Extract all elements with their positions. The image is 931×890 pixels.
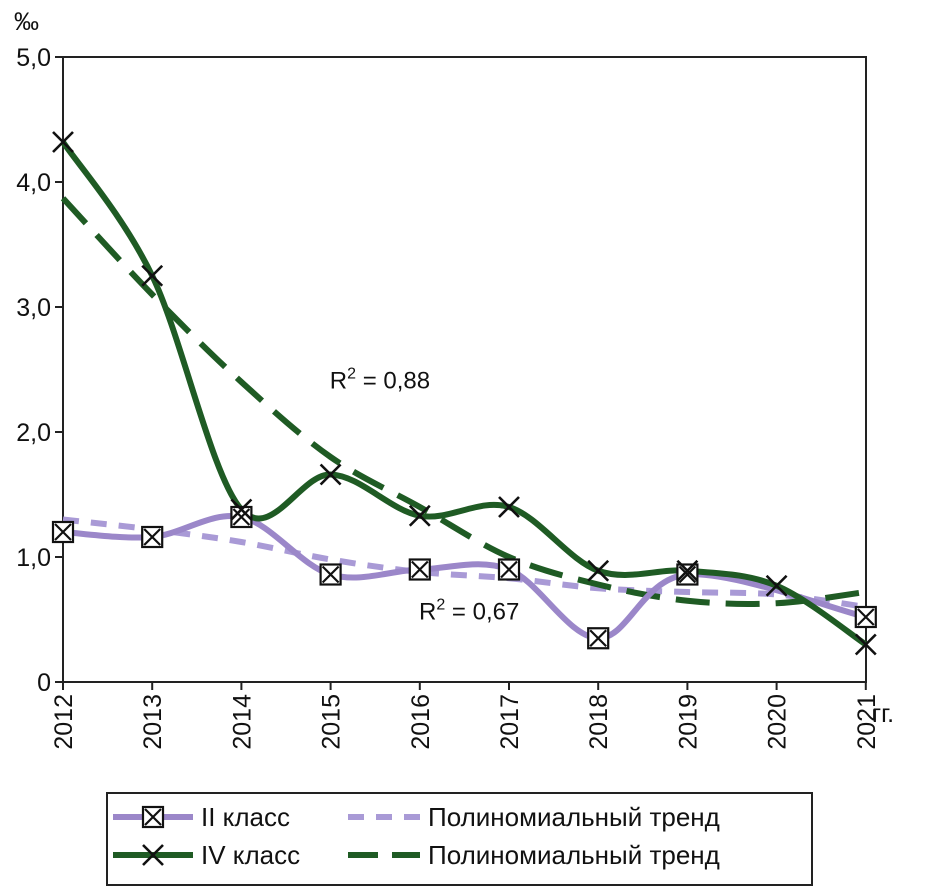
x-tick-label: 2021 [853,694,881,750]
x-tick-label: 2015 [318,694,346,750]
x-tick-label: 2019 [674,694,702,750]
legend-marker [142,844,164,866]
data-point-s2-2012 [52,131,74,153]
legend: II класс IV класс Полиномиальный тренд Поли… [106,792,813,886]
x-tick-label: 2018 [585,694,613,750]
plot-frame [62,56,867,683]
x-tick-label: 2013 [139,694,167,750]
y-tick-label: 2,0 [16,419,51,447]
data-point-s1-2018 [587,627,610,650]
trend-line-1 [62,516,867,610]
x-axis-unit-label: гг. [872,700,894,728]
legend-label: Полиномиальный тренд [428,802,720,832]
data-point-s1-2014 [230,505,253,529]
data-point-s1-2013 [141,525,164,549]
data-point-s2-2014 [230,498,253,521]
legend-item-4: Полиномиальный тренд [348,840,720,870]
legend-marker [141,805,165,829]
x-tick-label: 2020 [764,694,792,750]
data-point-s2-2016 [408,504,431,527]
series-lines [60,140,868,648]
data-point-s1-2021 [854,605,877,629]
y-axis: 0 1,0 2,0 3,0 4,0 5,0 [16,44,63,697]
data-point-s2-2013 [141,264,164,287]
x-tick-label: 2012 [50,694,78,750]
data-point-s2-2018 [587,559,610,582]
data-point-s2-2015 [319,463,342,486]
y-tick-label: 0 [37,669,51,697]
x-tick-label: 2014 [228,694,256,750]
legend-item-2: IV класс [113,840,300,870]
legend-label: Полиномиальный тренд [428,840,720,870]
data-point-s1-2012 [51,520,75,544]
legend-item-3: Полиномиальный тренд [348,802,720,832]
x-tick-label: 2016 [407,694,435,750]
x-tick-label: 2017 [496,694,524,750]
series-line-2 [60,140,868,648]
legend-label: IV класс [201,840,300,870]
y-tick-label: 1,0 [16,544,51,572]
r-squared-label-2: R2 = 0,67 [419,597,519,626]
trend-lines [60,196,867,610]
r-squared-label-1: R2 = 0,88 [330,365,430,394]
data-point-s1-2016 [408,558,431,581]
legend-item-1: II класс [113,802,290,832]
y-tick-label: 4,0 [16,169,51,197]
y-axis-unit-label: ‰ [14,8,39,36]
annotations: R2 = 0,88 R2 = 0,67 [330,365,520,625]
data-point-s1-2017 [497,558,521,581]
legend-label: II класс [201,802,290,832]
y-tick-label: 3,0 [16,294,51,322]
plot-area [62,56,867,683]
series-markers [51,131,877,656]
data-point-s2-2019 [676,559,699,582]
data-point-s1-2019 [676,563,699,586]
data-point-s2-2021 [854,633,877,656]
data-point-s1-2015 [319,563,342,586]
data-point-s2-2020 [765,574,788,597]
legend-box [106,792,813,886]
y-tick-label: 5,0 [16,44,51,72]
x-axis: 2012 2013 2014 2015 2016 2017 2018 2019 2020 2021 [50,682,881,750]
data-point-s2-2017 [498,496,520,518]
trend-line-2 [60,196,867,607]
